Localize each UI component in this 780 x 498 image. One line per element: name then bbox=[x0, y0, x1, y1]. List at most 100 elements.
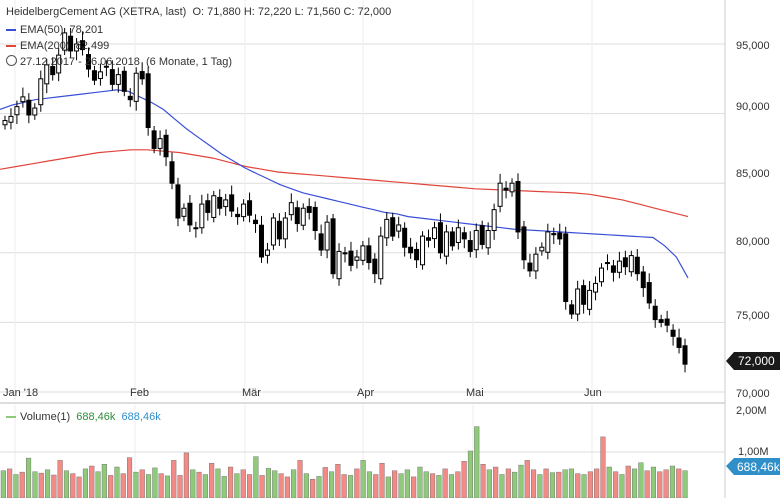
x-tick-label: Jan '18 bbox=[3, 387, 38, 399]
candle bbox=[103, 60, 109, 77]
volume-y-tick-label: 1,00M bbox=[738, 446, 769, 458]
candle-body bbox=[587, 289, 593, 310]
volume-bar bbox=[455, 471, 461, 498]
candle-body bbox=[14, 106, 20, 116]
candle-body bbox=[461, 232, 467, 240]
candle-body bbox=[175, 184, 181, 219]
candle bbox=[539, 242, 545, 256]
candle bbox=[32, 103, 38, 120]
candle-body bbox=[521, 226, 527, 261]
y-tick-label: 70,000 bbox=[736, 388, 770, 400]
candle-body bbox=[467, 240, 473, 252]
candle bbox=[187, 195, 193, 233]
volume-bar bbox=[70, 473, 76, 498]
volume-bar bbox=[657, 471, 663, 498]
candle bbox=[241, 199, 247, 222]
candle bbox=[324, 215, 330, 259]
volume-bar bbox=[341, 474, 347, 498]
volume-bar bbox=[272, 470, 278, 498]
candle-body bbox=[551, 233, 557, 236]
candle bbox=[545, 223, 551, 260]
candle-body bbox=[74, 43, 80, 52]
candle bbox=[599, 263, 605, 287]
candle-body bbox=[38, 78, 44, 106]
candle bbox=[306, 198, 312, 220]
candle bbox=[646, 273, 652, 309]
candle bbox=[74, 38, 80, 61]
volume-bar bbox=[366, 471, 373, 498]
volume-bar bbox=[430, 473, 436, 498]
candle-body bbox=[420, 235, 426, 266]
volume-bar bbox=[505, 468, 511, 498]
volume-bar bbox=[524, 460, 530, 498]
volume-bar bbox=[0, 470, 6, 498]
volume-bar bbox=[417, 466, 423, 498]
candle-body bbox=[539, 246, 545, 252]
candle-body bbox=[491, 209, 497, 232]
candle bbox=[38, 70, 44, 112]
candle-body bbox=[384, 218, 390, 239]
volume-bar bbox=[51, 474, 57, 498]
candle bbox=[56, 48, 62, 82]
candle bbox=[294, 200, 300, 232]
volume-bar bbox=[177, 475, 183, 498]
volume-bar bbox=[114, 466, 120, 498]
candlesticks bbox=[2, 27, 688, 373]
y-tick-label: 95,000 bbox=[736, 40, 770, 52]
volume-bar bbox=[221, 476, 227, 498]
candle-body bbox=[515, 181, 521, 233]
candle bbox=[258, 215, 264, 263]
candle bbox=[253, 214, 259, 233]
volume-bar bbox=[240, 469, 246, 498]
volume-bar bbox=[38, 472, 44, 498]
volume-bar bbox=[562, 469, 568, 498]
volume-bar bbox=[108, 475, 114, 498]
volume-bar bbox=[531, 469, 537, 498]
ema200-legend: EMA(200) 82,499 bbox=[6, 40, 109, 53]
volume-bar bbox=[246, 474, 253, 498]
candle bbox=[97, 63, 103, 86]
ema50-path bbox=[0, 89, 689, 279]
candle bbox=[527, 253, 533, 277]
candle bbox=[199, 194, 205, 234]
volume-bar bbox=[303, 473, 309, 498]
candle-body bbox=[253, 219, 259, 225]
candle-body bbox=[115, 74, 121, 85]
volume-bar bbox=[19, 471, 25, 498]
candle bbox=[360, 240, 366, 266]
candle bbox=[682, 338, 688, 373]
candle bbox=[91, 65, 97, 86]
volume-bar bbox=[57, 460, 63, 498]
last-price-value: 72,000 bbox=[738, 354, 775, 368]
volume-bar bbox=[183, 452, 189, 498]
ema50-swatch bbox=[6, 29, 16, 32]
volume-bar bbox=[543, 468, 549, 498]
candle-body bbox=[276, 220, 282, 240]
candle bbox=[169, 152, 175, 190]
volume-bar bbox=[322, 467, 328, 498]
candle-body bbox=[217, 196, 223, 209]
y-tick-label: 80,000 bbox=[736, 236, 770, 248]
candle bbox=[604, 254, 610, 271]
volume-bar bbox=[404, 469, 410, 498]
volume-bar bbox=[537, 474, 543, 498]
volume-bar bbox=[196, 471, 202, 498]
candle-body bbox=[258, 224, 264, 258]
candle-body bbox=[545, 231, 551, 253]
period-label: (6 Monate, 1 Tag) bbox=[146, 56, 233, 68]
candle-body bbox=[378, 235, 384, 280]
candle-body bbox=[646, 282, 652, 304]
candle-body bbox=[658, 319, 664, 323]
volume-bar bbox=[442, 468, 448, 498]
volume-bar bbox=[581, 474, 587, 498]
candle bbox=[652, 299, 658, 328]
volume-bar bbox=[480, 464, 486, 498]
candle-body bbox=[449, 231, 455, 247]
candle bbox=[479, 220, 485, 250]
volume-bar bbox=[360, 460, 366, 498]
candle-body bbox=[163, 134, 169, 158]
candle bbox=[85, 47, 91, 78]
candle-body bbox=[312, 206, 318, 232]
candle bbox=[217, 189, 223, 216]
candle bbox=[133, 67, 139, 111]
